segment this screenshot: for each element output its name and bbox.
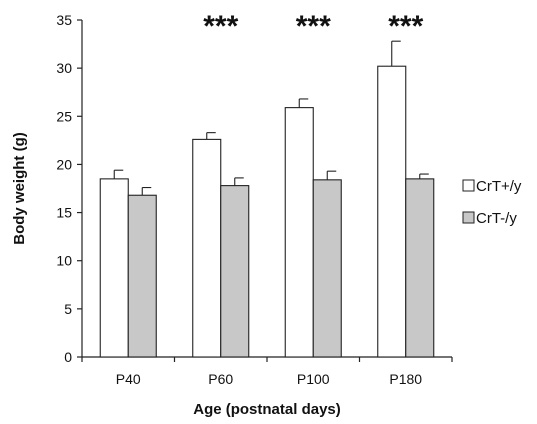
- x-axis: P40 P60 P100 P180: [81, 356, 453, 387]
- x-tick-label: P100: [297, 371, 330, 387]
- bar: [405, 178, 435, 358]
- y-tick-label: 5: [64, 301, 72, 317]
- significance-marker: ***: [388, 10, 423, 43]
- significance-marker: ***: [296, 10, 331, 43]
- bars-group: *** *** ***: [99, 10, 435, 358]
- y-tick-label: 30: [56, 60, 72, 76]
- x-tick-label: P40: [116, 371, 141, 387]
- y-tick-label: 10: [56, 253, 72, 269]
- bar: [312, 179, 342, 358]
- legend-swatch: [462, 179, 475, 192]
- bar: [99, 178, 129, 358]
- bar: [220, 185, 250, 358]
- legend: CrT+/y CrT-/y: [462, 178, 522, 227]
- y-tick-label: 20: [56, 156, 72, 172]
- x-tick-label: P180: [389, 371, 422, 387]
- legend-swatch: [462, 211, 475, 224]
- bar: [127, 194, 157, 358]
- x-tick-label: P60: [208, 371, 233, 387]
- bar: [284, 107, 314, 358]
- legend-label: CrT+/y: [476, 178, 522, 195]
- y-tick-label: 25: [56, 108, 72, 124]
- y-axis-title: Body weight (g): [11, 132, 28, 245]
- y-axis: 0 5 10 15 20 25 30 35: [56, 12, 83, 365]
- bar: [377, 65, 407, 358]
- y-tick-label: 15: [56, 205, 72, 221]
- x-axis-title: Age (postnatal days): [193, 401, 341, 418]
- significance-marker: ***: [203, 10, 238, 43]
- bar: [192, 138, 222, 358]
- y-tick-label: 35: [56, 12, 72, 28]
- legend-label: CrT-/y: [476, 210, 517, 227]
- y-tick-label: 0: [64, 349, 72, 365]
